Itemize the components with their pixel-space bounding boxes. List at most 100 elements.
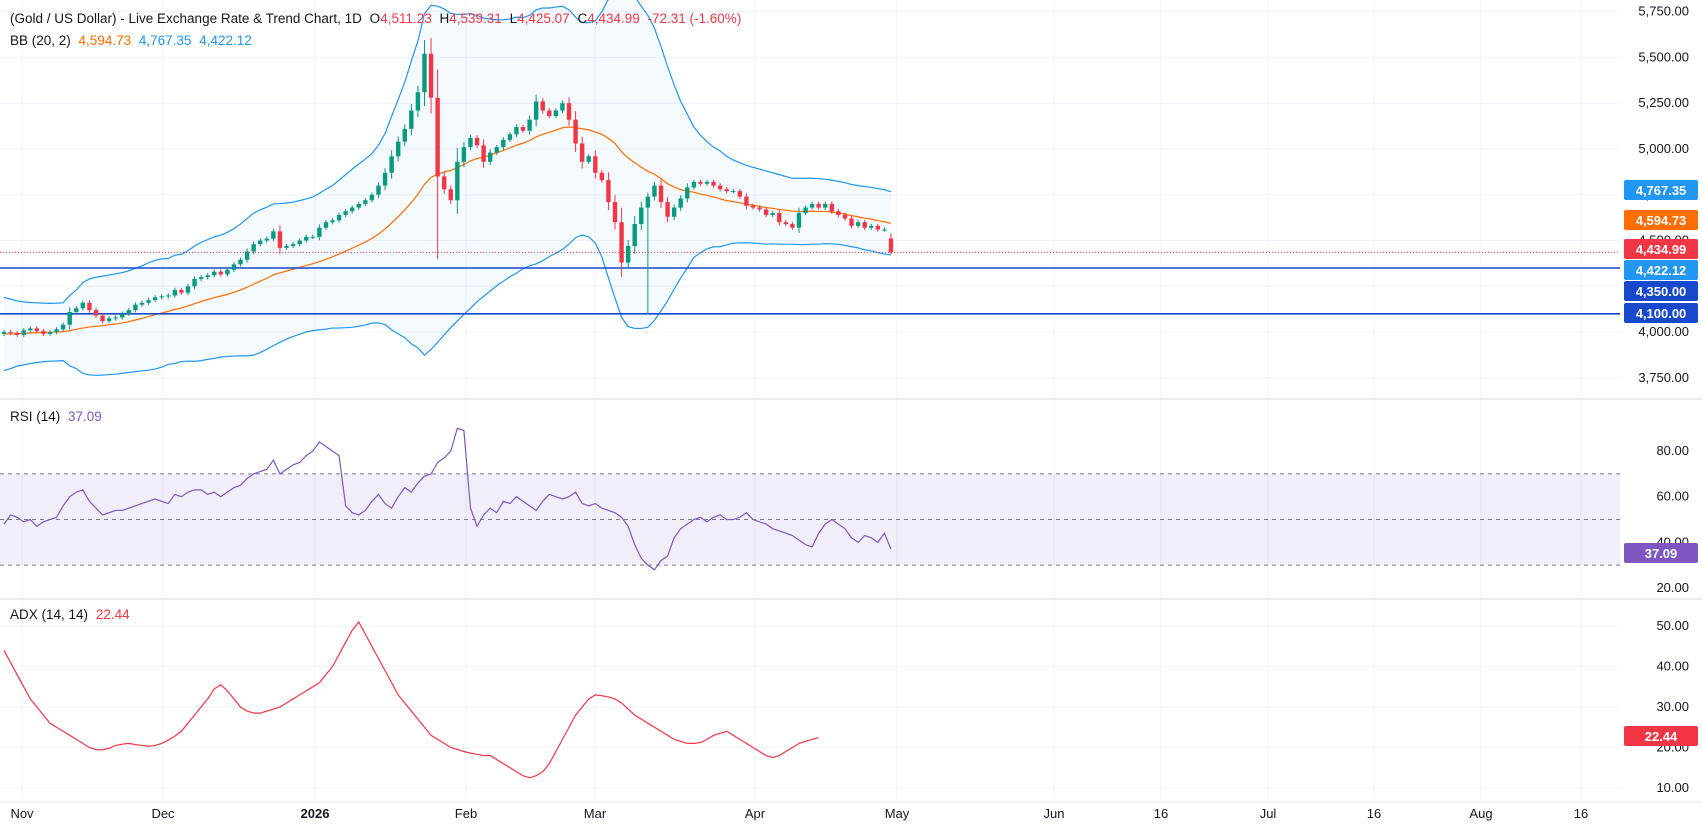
- adx-value-tag-bg: [1624, 726, 1698, 746]
- candle-body: [258, 240, 263, 245]
- bb-legend: BB (20, 2) 4,594.73 4,767.35 4,422.12: [10, 33, 256, 48]
- horizontal-price-levels[interactable]: [0, 251, 1620, 315]
- price-tag-bg: [1624, 281, 1698, 301]
- candle-body: [369, 194, 375, 201]
- adx-label[interactable]: ADX (14, 14): [10, 607, 89, 622]
- candle-body: [422, 53, 427, 93]
- price-tick-label: 5,000.00: [1638, 141, 1689, 156]
- candle-body: [106, 318, 112, 322]
- rsi-value-tag-bg: [1624, 543, 1698, 563]
- candle-body: [166, 295, 171, 297]
- bollinger-band-fill: [4, 0, 891, 376]
- candle-body: [8, 332, 13, 334]
- candle-body: [717, 185, 723, 190]
- bollinger-band-lines: [3, 0, 892, 376]
- price-tag-bg: [1624, 239, 1698, 259]
- candle-body: [514, 127, 519, 135]
- bb-upper-line: [3, 0, 892, 304]
- time-axis-label: May: [885, 806, 910, 821]
- candlesticks: [1, 37, 894, 338]
- candle-body: [297, 240, 302, 245]
- candle-body: [809, 203, 815, 208]
- candle-body: [323, 222, 329, 228]
- pane-separators[interactable]: [0, 398, 1702, 803]
- candle-body: [494, 147, 499, 153]
- price-tag-text: 4,767.35: [1636, 183, 1687, 198]
- price-tag-text: 4,422.12: [1636, 263, 1687, 278]
- candle-body: [520, 127, 526, 131]
- bb-label[interactable]: BB (20, 2): [10, 33, 71, 48]
- candle-body: [652, 185, 657, 197]
- adx-tick-label: 50.00: [1656, 618, 1689, 633]
- candle-body: [113, 317, 118, 319]
- bb-lower-value: 4,422.12: [199, 33, 252, 48]
- candle-body: [218, 271, 224, 275]
- rsi-label[interactable]: RSI (14): [10, 409, 61, 424]
- candle-body: [93, 310, 99, 316]
- change-value: -72.31 (-1.60%): [647, 11, 742, 26]
- candle-body: [350, 207, 355, 212]
- time-axis-label: 16: [1154, 806, 1168, 821]
- time-axis-label: Jun: [1044, 806, 1065, 821]
- rsi-pane: [0, 427, 1620, 571]
- candle-body: [60, 324, 66, 330]
- candle-body: [277, 231, 283, 248]
- candle-body: [284, 246, 289, 248]
- candle-body: [685, 187, 690, 199]
- candle-body: [41, 331, 46, 334]
- candle-body: [80, 302, 86, 309]
- candle-body: [244, 251, 250, 260]
- candle-body: [796, 213, 802, 228]
- close-value: 4,434.99: [587, 11, 640, 26]
- candle-body: [152, 297, 158, 301]
- candle-body: [356, 203, 361, 208]
- candle-body: [816, 203, 821, 208]
- candle-body: [665, 202, 670, 217]
- price-tag-text: 4,594.73: [1636, 213, 1687, 228]
- candle-body: [74, 308, 79, 312]
- price-tag-bg: [1624, 180, 1698, 200]
- adx-tick-label: 30.00: [1656, 699, 1689, 714]
- candle-body: [336, 214, 342, 221]
- candle-body: [212, 271, 217, 276]
- candle-body: [560, 103, 565, 111]
- time-axis-label: Jul: [1260, 806, 1277, 821]
- candle-body: [777, 213, 782, 223]
- candle-body: [448, 189, 453, 201]
- adx-line: [3, 621, 819, 779]
- candle-body: [139, 302, 145, 305]
- candle-body: [28, 328, 33, 331]
- candle-body: [126, 310, 132, 314]
- adx-value-tag-text: 22.44: [1645, 729, 1678, 744]
- time-axis-label: 16: [1367, 806, 1381, 821]
- symbol-title[interactable]: (Gold / US Dollar) - Live Exchange Rate …: [10, 11, 362, 26]
- candle-body: [882, 229, 887, 231]
- candle-body: [225, 269, 230, 275]
- candle-body: [330, 220, 335, 223]
- open-label: O: [369, 11, 381, 26]
- candle-body: [869, 225, 874, 228]
- high-value: 4,539.31: [449, 11, 502, 26]
- candle-body: [586, 156, 591, 162]
- candle-body: [428, 53, 434, 98]
- candle-body: [671, 207, 677, 217]
- adx-tick-label: 40.00: [1656, 659, 1689, 674]
- rsi-line: [3, 427, 892, 571]
- price-tag-text: 4,434.99: [1636, 242, 1687, 257]
- candle-body: [304, 236, 309, 241]
- candle-body: [481, 145, 486, 162]
- price-tag-bg: [1624, 303, 1698, 323]
- candle-body: [875, 225, 881, 230]
- bb-lower-line: [3, 234, 892, 376]
- candle-body: [698, 181, 703, 184]
- high-label: H: [439, 11, 450, 26]
- rsi-tick-label: 20.00: [1656, 580, 1689, 595]
- candle-body: [14, 333, 20, 335]
- candle-body: [862, 222, 867, 228]
- rsi-legend: RSI (14) 37.09: [10, 409, 106, 424]
- candle-body: [409, 110, 414, 129]
- candle-body: [724, 189, 729, 192]
- time-axis[interactable]: Nov Dec 2026 Feb Mar Apr May Jun 16 Jul 16 Aug 16: [10, 806, 1588, 821]
- low-label: L: [509, 11, 518, 26]
